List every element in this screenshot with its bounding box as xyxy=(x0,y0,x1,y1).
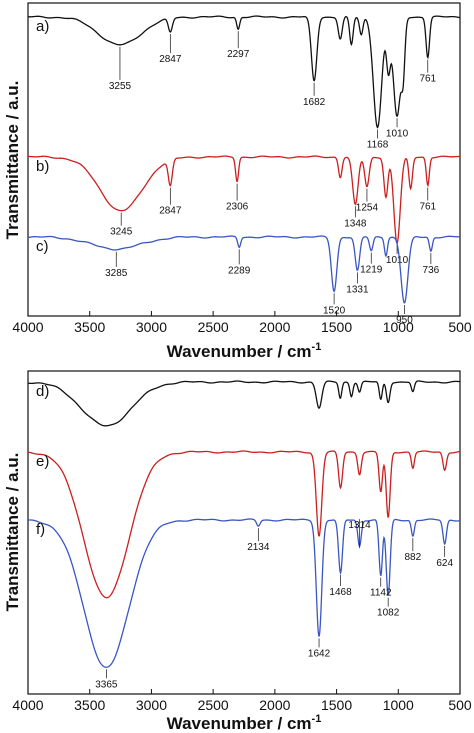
peak-label-1168-a: 1168 xyxy=(367,139,389,150)
peak-label-1010-b: 1010 xyxy=(386,255,409,266)
x-tick-label-2000-0: 2000 xyxy=(259,319,290,335)
top-plot-frame xyxy=(27,2,461,317)
spectrum-line-c xyxy=(27,235,461,304)
bottom-traces: d) e) f) 3365 2134 1642 1468 1314 1142 1082 882 624 xyxy=(27,380,461,690)
peak-label-761-a: 761 xyxy=(419,74,436,85)
spectrum-line-b xyxy=(27,155,461,244)
bottom-plot-frame xyxy=(27,370,461,695)
x-tick-label-2000-1: 2000 xyxy=(259,697,290,713)
x-tick-label-500-1: 500 xyxy=(448,697,472,713)
peak-label-2847-b: 2847 xyxy=(159,206,182,217)
peak-label-1219-c: 1219 xyxy=(360,265,383,276)
trace-label-f: f) xyxy=(36,521,45,538)
trace-group-e: e) xyxy=(27,450,461,599)
spectrum-line-d xyxy=(27,380,461,427)
top-y-axis-label: Transmittance / a.u. xyxy=(3,81,22,240)
top-x-ticks: 4000 3500 3000 2500 2000 1500 1000 500 xyxy=(12,311,472,335)
trace-group-d: d) xyxy=(27,380,461,427)
peak-label-950-c: 950 xyxy=(396,315,413,326)
peak-label-3285-c: 3285 xyxy=(105,268,128,279)
trace-group-f: f) 3365 2134 1642 1468 1314 1142 1082 882 624 xyxy=(27,518,461,690)
x-tick-label-3500-1: 3500 xyxy=(74,697,105,713)
peak-label-882-f: 882 xyxy=(405,552,422,563)
peak-label-1314-f: 1314 xyxy=(348,520,371,531)
peak-label-1082-f: 1082 xyxy=(377,608,400,619)
peak-label-1642-f: 1642 xyxy=(308,648,331,659)
x-tick-label-1500-0: 1500 xyxy=(321,319,352,335)
peak-label-3365-f: 3365 xyxy=(95,679,118,690)
trace-label-a: a) xyxy=(36,18,49,35)
peak-label-2847-a: 2847 xyxy=(159,54,182,65)
trace-label-d: d) xyxy=(36,383,49,400)
spectrum-line-f xyxy=(27,518,461,668)
peak-label-2306-b: 2306 xyxy=(226,202,249,213)
x-tick-label-2500-1: 2500 xyxy=(198,697,229,713)
peak-label-2297-a: 2297 xyxy=(227,49,250,60)
spectrum-line-e xyxy=(27,450,461,599)
trace-label-b: b) xyxy=(36,158,49,175)
peak-label-1682-a: 1682 xyxy=(303,97,326,108)
peak-label-1010-a: 1010 xyxy=(386,128,409,139)
bottom-y-axis-label: Transmittance / a.u. xyxy=(3,453,22,612)
peak-label-1520-c: 1520 xyxy=(323,305,346,316)
x-tick-label-3500-0: 3500 xyxy=(74,319,105,335)
bottom-x-ticks: 4000 3500 3000 2500 2000 1500 1000 500 xyxy=(12,689,472,713)
bottom-panel: d) e) f) 3365 2134 1642 1468 1314 1142 1082 882 624… xyxy=(3,370,472,733)
x-tick-label-3000-1: 3000 xyxy=(136,697,167,713)
x-tick-label-1000-0: 1000 xyxy=(383,319,414,335)
top-x-axis-label: Wavenumber / cm-1 xyxy=(167,341,322,361)
peak-label-2134-f: 2134 xyxy=(247,542,270,553)
x-tick-label-1500-1: 1500 xyxy=(321,697,352,713)
peak-label-624-f: 624 xyxy=(436,558,453,569)
trace-label-c: c) xyxy=(36,238,49,255)
peak-label-1254-b: 1254 xyxy=(356,203,379,214)
peak-label-3245-b: 3245 xyxy=(110,227,133,238)
trace-group-b: b) 3245 2847 2306 1348 1254 1010 761 xyxy=(27,155,461,266)
peak-label-1142-f: 1142 xyxy=(370,588,392,599)
trace-label-e: e) xyxy=(36,453,49,470)
spectrum-line-a xyxy=(27,15,461,129)
peak-label-1331-c: 1331 xyxy=(346,284,369,295)
x-tick-label-3000-0: 3000 xyxy=(136,319,167,335)
bottom-x-axis-label: Wavenumber / cm-1 xyxy=(167,713,322,733)
x-tick-label-2500-0: 2500 xyxy=(198,319,229,335)
peak-label-3255-a: 3255 xyxy=(109,81,132,92)
peak-label-2289-c: 2289 xyxy=(228,265,251,276)
peak-label-1468-f: 1468 xyxy=(329,587,352,598)
peak-label-736-c: 736 xyxy=(423,265,440,276)
x-tick-label-1000-1: 1000 xyxy=(383,697,414,713)
x-tick-label-4000-1: 4000 xyxy=(12,697,43,713)
x-tick-label-4000-0: 4000 xyxy=(12,319,43,335)
peak-label-761-b: 761 xyxy=(419,201,436,212)
x-tick-label-500-0: 500 xyxy=(448,319,472,335)
peak-label-1348-b: 1348 xyxy=(344,218,367,229)
